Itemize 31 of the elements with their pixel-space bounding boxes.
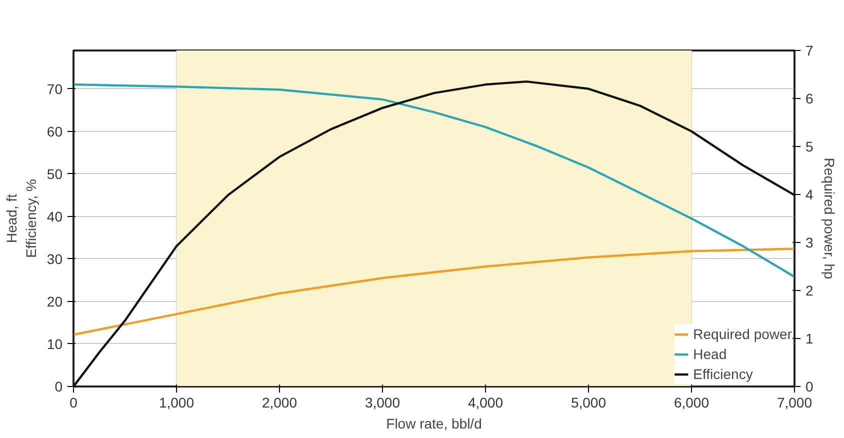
y-tick-label: 40: [46, 208, 63, 224]
y-tick-label: 60: [46, 123, 63, 140]
legend-label: Head: [693, 346, 727, 362]
x-tick-label: 5,000: [570, 394, 606, 410]
y2-tick-label: 7: [806, 42, 814, 58]
y2-axis-title: Required power, hp: [821, 158, 838, 280]
y-tick-label: 10: [46, 336, 63, 352]
x-tick-label: 7,000: [776, 394, 812, 410]
legend-label: Required power: [693, 326, 792, 342]
y2-tick-label: 0: [806, 378, 814, 394]
y2-tick-label: 1: [806, 330, 814, 346]
y-axis-title: Head, ft Efficiency, %: [4, 179, 39, 258]
y2-tick-label: 5: [806, 138, 814, 154]
x-tick-label: 4,000: [468, 394, 504, 410]
x-tick-label: 0: [70, 394, 78, 410]
line-series: [74, 83, 794, 278]
y2-tick-label: 6: [806, 90, 814, 106]
y-tick-label: 20: [46, 293, 63, 310]
y2-tick-label: 4: [806, 186, 814, 202]
x-axis-title: Flow rate, bbl/d: [386, 416, 482, 432]
x-tick-label: 2,000: [262, 394, 298, 410]
y-tick-label: 0: [54, 378, 63, 394]
x-tick-label: 6,000: [674, 394, 710, 410]
y-tick-label: 70: [46, 80, 63, 97]
y2-tick-label: 2: [806, 282, 814, 298]
x-tick-label: 3,000: [364, 394, 400, 410]
legend-label: Efficiency: [693, 366, 753, 382]
y-tick-label: 50: [46, 166, 63, 182]
y2-tick-label: 3: [806, 234, 814, 250]
x-tick-label: 1,000: [158, 394, 194, 410]
y-tick-label: 30: [46, 250, 63, 267]
